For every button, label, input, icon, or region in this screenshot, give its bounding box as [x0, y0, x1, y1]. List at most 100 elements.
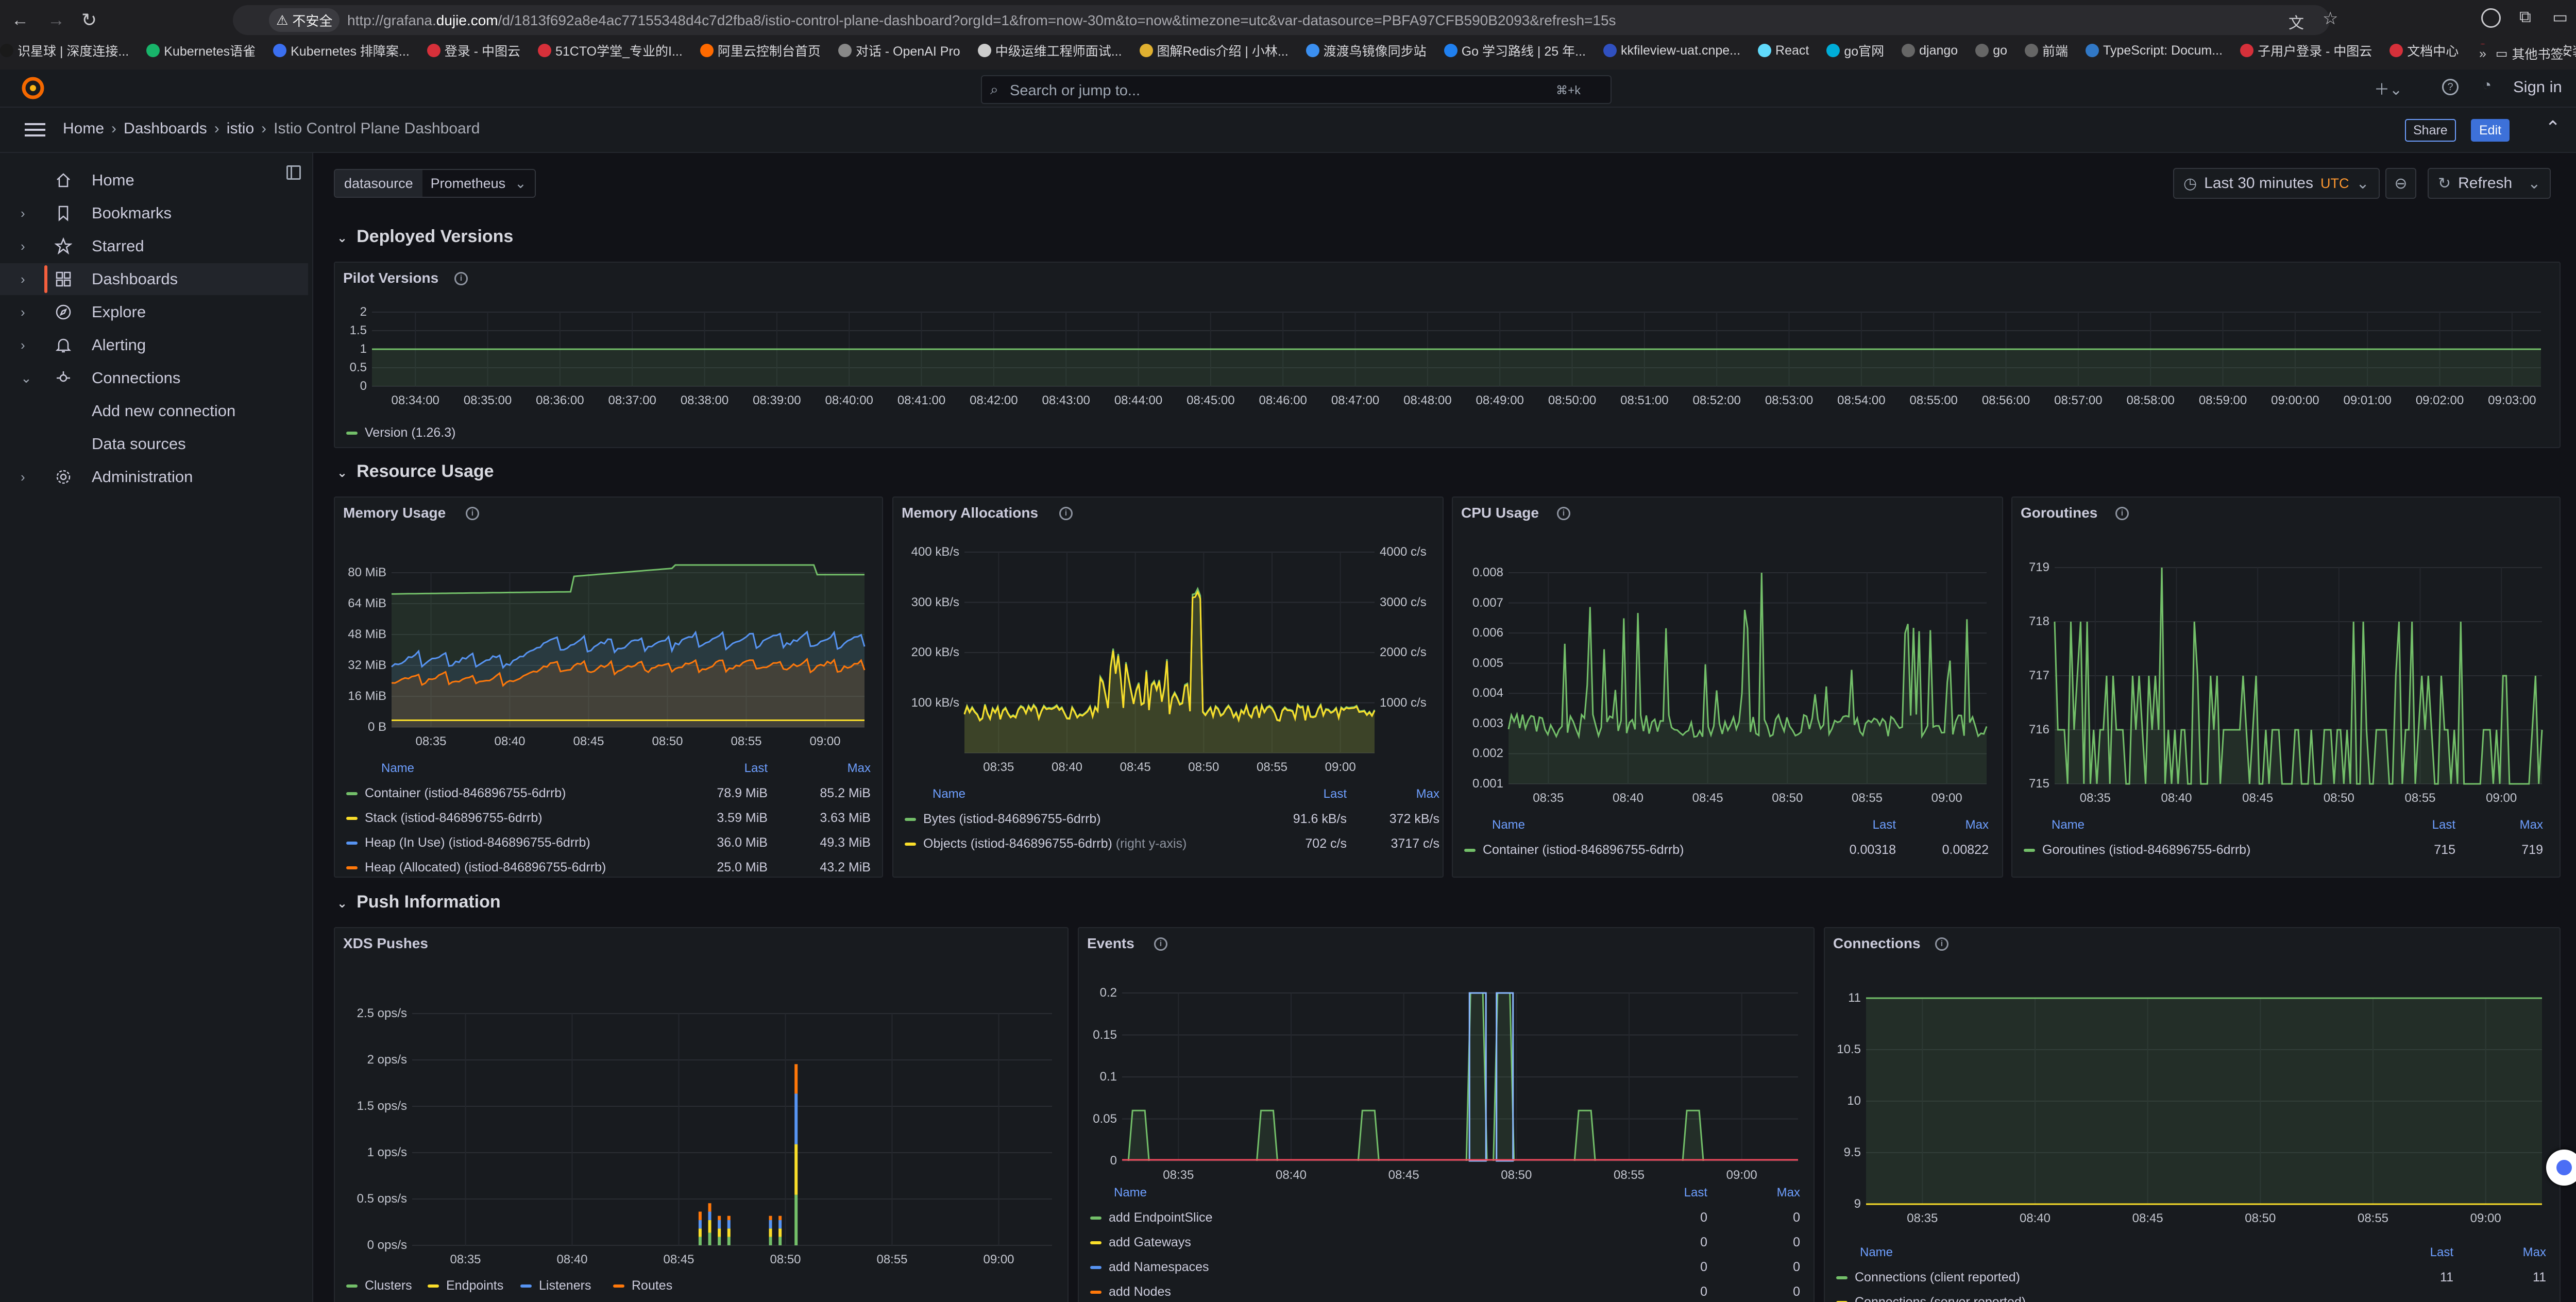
edit-button[interactable]: Edit: [2471, 119, 2510, 142]
series-heap-alloc-line[interactable]: [391, 658, 866, 688]
chevron-right-icon[interactable]: ›: [21, 238, 25, 254]
legend-item[interactable]: Objects (istiod-846896755-6drrb) (right …: [905, 836, 1187, 851]
legend-item[interactable]: Connections (client reported): [1836, 1270, 2020, 1285]
bookmark-item[interactable]: 登录 - 中图云: [427, 41, 520, 60]
bar-listeners[interactable]: [708, 1211, 711, 1220]
bar-listeners[interactable]: [698, 1220, 702, 1229]
bar-routes[interactable]: [778, 1215, 782, 1220]
chevron-down-icon[interactable]: ⌄: [21, 370, 32, 386]
chart-svg[interactable]: [335, 498, 882, 877]
bar-listeners[interactable]: [718, 1220, 721, 1229]
series-event-spike[interactable]: [1468, 992, 1487, 1162]
legend-item[interactable]: Bytes (istiod-846896755-6drrb): [905, 812, 1101, 827]
series-endpointslice-bump[interactable]: [1573, 1109, 1596, 1161]
side-panel-icon[interactable]: ▭: [2552, 8, 2568, 26]
legend-item[interactable]: Goroutines (istiod-846896755-6drrb): [2024, 843, 2250, 858]
back-icon[interactable]: ←: [11, 10, 29, 30]
bar-endpoints[interactable]: [727, 1228, 731, 1237]
legend-item[interactable]: Heap (Allocated) (istiod-846896755-6drrb…: [346, 860, 606, 875]
bar-clusters[interactable]: [778, 1237, 782, 1245]
bookmark-item[interactable]: kkfileview-uat.cnpe...: [1603, 43, 1740, 58]
bookmark-item[interactable]: 对话 - OpenAI Pro: [838, 41, 960, 60]
info-icon[interactable]: i: [1557, 507, 1570, 520]
series-endpointslice-bump[interactable]: [1256, 1109, 1278, 1161]
security-badge[interactable]: ⚠ 不安全: [269, 8, 340, 32]
bar-endpoints[interactable]: [698, 1228, 702, 1237]
sidebar-item-starred[interactable]: › Starred: [0, 230, 308, 262]
help-icon[interactable]: ?: [2442, 79, 2459, 95]
bookmark-item[interactable]: React: [1758, 43, 1809, 58]
chart-svg[interactable]: [1453, 498, 2002, 877]
bookmark-item[interactable]: 渡渡鸟镜像同步站: [1306, 41, 1427, 60]
bookmark-item[interactable]: 子用户登录 - 中图云: [2240, 41, 2372, 60]
bookmark-item[interactable]: go: [1975, 43, 2007, 58]
refresh-button[interactable]: ↻ Refresh ⌄: [2428, 168, 2551, 199]
bar-clusters[interactable]: [769, 1237, 772, 1245]
info-icon[interactable]: i: [1059, 507, 1073, 520]
chart-svg[interactable]: [1825, 928, 2560, 1302]
section-push-information[interactable]: ⌄ Push Information: [337, 892, 501, 912]
breadcrumb-dashboards[interactable]: Dashboards: [124, 120, 207, 137]
bookmark-item[interactable]: 51CTO学堂_专业的I...: [537, 41, 683, 60]
search-bar[interactable]: ⌕ Search or jump to... ⌘+k: [981, 75, 1612, 104]
legend-item[interactable]: Listeners: [520, 1278, 591, 1293]
bookmark-item[interactable]: Kubernetes语雀: [146, 41, 256, 60]
info-icon[interactable]: i: [454, 272, 468, 285]
datasource-select[interactable]: Prometheus ⌄: [422, 170, 535, 197]
chevron-right-icon[interactable]: ›: [21, 469, 25, 485]
sidebar-item-connections[interactable]: ⌄ Connections: [0, 362, 308, 394]
search-input[interactable]: Search or jump to...: [1010, 82, 1141, 99]
bookmark-item[interactable]: 文档中心: [2389, 41, 2459, 60]
bar-endpoints[interactable]: [769, 1228, 772, 1237]
series-endpointslice-bump[interactable]: [1127, 1109, 1150, 1161]
bookmark-item[interactable]: go官网: [1826, 41, 1884, 60]
chevron-right-icon[interactable]: ›: [21, 337, 25, 353]
bookmark-item[interactable]: 识星球 | 深度连接...: [0, 41, 129, 60]
new-plus-icon[interactable]: ＋⌄: [2374, 81, 2403, 98]
sidebar-item-administration[interactable]: › Administration: [0, 461, 308, 493]
sign-in-link[interactable]: Sign in: [2513, 78, 2562, 96]
bookmark-item[interactable]: 图解Redis介绍 | 小林...: [1139, 41, 1289, 60]
series-heap-inuse-line[interactable]: [391, 630, 866, 670]
bar-routes[interactable]: [708, 1203, 711, 1212]
legend-item[interactable]: add EndpointSlice: [1090, 1210, 1213, 1225]
rss-icon[interactable]: ◔: [2482, 77, 2492, 94]
sidebar-item-data-sources[interactable]: Data sources: [0, 428, 308, 460]
menu-hamburger-icon[interactable]: [25, 123, 45, 136]
share-button[interactable]: Share: [2405, 119, 2456, 142]
bar-listeners[interactable]: [727, 1220, 731, 1229]
legend-item[interactable]: Routes: [613, 1278, 672, 1293]
bar-listeners[interactable]: [778, 1220, 782, 1229]
forward-icon[interactable]: →: [47, 10, 65, 30]
series-cpu-line[interactable]: [1507, 572, 1988, 740]
series-endpointslice-bump[interactable]: [1682, 1109, 1704, 1161]
other-bookmarks[interactable]: » ▭ 其他书签: [2473, 44, 2564, 63]
bar-clusters[interactable]: [718, 1237, 721, 1245]
bar-endpoints[interactable]: [794, 1144, 798, 1195]
sidebar-item-explore[interactable]: › Explore: [0, 296, 308, 328]
legend-item[interactable]: add Namespaces: [1090, 1260, 1209, 1275]
section-deployed-versions[interactable]: ⌄ Deployed Versions: [337, 227, 514, 246]
bookmark-item[interactable]: Kubernetes 排障案...: [273, 41, 410, 60]
assistant-float-button[interactable]: [2546, 1150, 2576, 1186]
series-objects-line[interactable]: [963, 590, 1376, 723]
series-event-spike[interactable]: [1496, 992, 1514, 1162]
chevron-right-icon[interactable]: ›: [21, 271, 25, 287]
extensions-icon[interactable]: ⧉: [2519, 7, 2531, 26]
translate-icon[interactable]: 文: [2289, 15, 2304, 32]
legend-item[interactable]: Container (istiod-846896755-6drrb): [346, 786, 566, 801]
bar-endpoints[interactable]: [718, 1228, 721, 1237]
legend-item[interactable]: Clusters: [346, 1278, 412, 1293]
section-resource-usage[interactable]: ⌄ Resource Usage: [337, 461, 494, 481]
legend-item[interactable]: Connections (server reported): [1836, 1295, 2026, 1302]
bar-clusters[interactable]: [727, 1237, 731, 1245]
legend-item[interactable]: Heap (In Use) (istiod-846896755-6drrb): [346, 835, 590, 850]
bookmark-item[interactable]: 阿里云控制台首页: [700, 41, 821, 60]
zoom-out-button[interactable]: ⊖: [2385, 168, 2416, 199]
sidebar-item-bookmarks[interactable]: › Bookmarks: [0, 197, 308, 229]
legend-item[interactable]: Container (istiod-846896755-6drrb): [1464, 843, 1684, 858]
sidebar-item-add-new-connection[interactable]: Add new connection: [0, 395, 308, 427]
star-bookmark-icon[interactable]: ☆: [2323, 9, 2338, 28]
chart-svg[interactable]: [2012, 498, 2560, 877]
sidebar-item-home[interactable]: Home: [0, 164, 308, 196]
